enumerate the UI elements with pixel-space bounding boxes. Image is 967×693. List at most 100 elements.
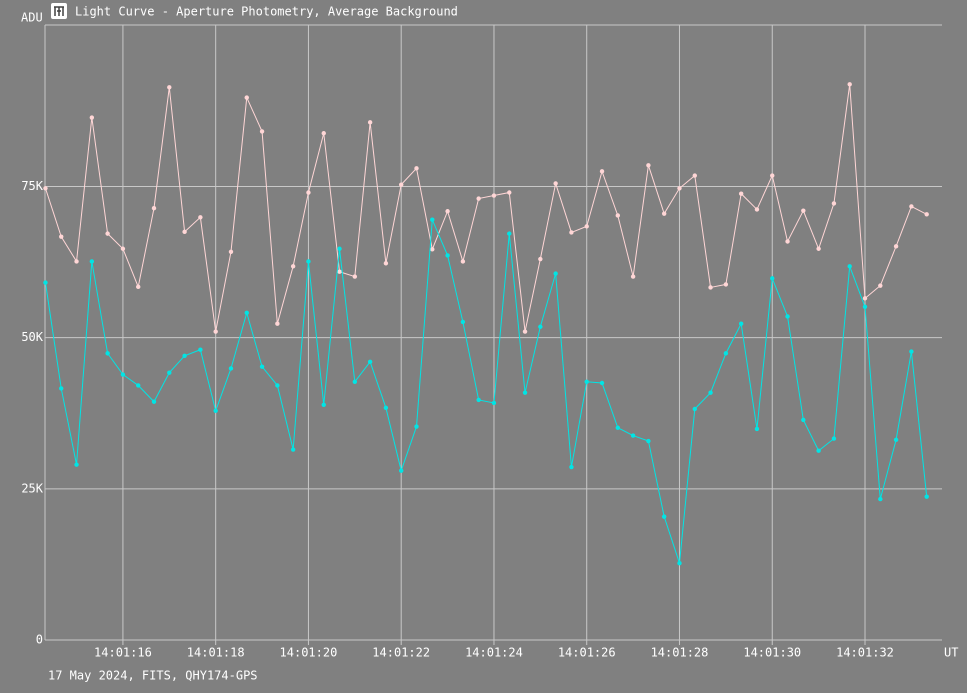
data-point xyxy=(182,353,187,358)
data-point xyxy=(538,256,543,262)
data-point xyxy=(801,208,806,213)
data-point xyxy=(723,282,729,287)
data-point xyxy=(538,324,543,329)
data-point xyxy=(507,231,512,236)
x-tick-label: 14:01:32 xyxy=(836,646,894,660)
data-point xyxy=(136,383,141,388)
data-point xyxy=(59,234,64,239)
data-point xyxy=(136,284,141,290)
data-point xyxy=(893,437,899,443)
data-point xyxy=(708,390,713,395)
data-point xyxy=(630,433,636,438)
data-point xyxy=(909,349,914,354)
data-point xyxy=(275,383,280,388)
data-point xyxy=(445,209,450,214)
data-point xyxy=(352,379,358,384)
data-point xyxy=(59,386,64,391)
data-point xyxy=(306,190,311,195)
data-point xyxy=(878,496,883,502)
data-point xyxy=(692,406,697,412)
data-point xyxy=(352,274,358,279)
data-point xyxy=(646,438,651,444)
data-point xyxy=(399,468,404,473)
data-point xyxy=(893,244,899,249)
data-point xyxy=(476,196,481,201)
x-tick-label: 14:01:24 xyxy=(465,646,523,660)
data-point xyxy=(599,169,605,174)
data-point xyxy=(754,426,760,432)
x-tick-label: 14:01:28 xyxy=(651,646,709,660)
data-point xyxy=(476,397,481,403)
data-point xyxy=(615,425,620,430)
data-point xyxy=(831,436,837,441)
data-point xyxy=(661,211,667,216)
data-point xyxy=(522,329,528,334)
data-point xyxy=(801,417,806,423)
data-point xyxy=(646,163,651,168)
series-line xyxy=(44,219,928,564)
data-point xyxy=(553,271,558,276)
data-point xyxy=(367,359,373,365)
data-point xyxy=(151,206,157,211)
series-line xyxy=(44,84,927,332)
y-tick-label: 0 xyxy=(36,633,43,647)
data-point xyxy=(228,249,234,254)
data-point xyxy=(460,319,466,325)
data-point xyxy=(120,372,126,377)
data-point xyxy=(770,276,775,281)
data-point xyxy=(677,561,682,566)
chart-title: Light Curve - Aperture Photometry, Avera… xyxy=(75,5,458,19)
data-point xyxy=(630,274,636,279)
data-point xyxy=(414,166,419,171)
data-point xyxy=(306,259,311,264)
data-point xyxy=(754,207,760,212)
data-point xyxy=(924,212,929,217)
data-point xyxy=(708,285,713,290)
x-tick-label: 14:01:26 xyxy=(558,646,616,660)
data-point xyxy=(290,264,296,269)
data-point xyxy=(383,261,389,266)
data-point xyxy=(167,370,172,375)
data-point xyxy=(167,85,172,90)
data-point xyxy=(198,347,203,352)
data-point xyxy=(198,215,203,220)
footer: 17 May 2024, FITS, QHY174-GPS xyxy=(48,669,258,683)
y-tick-label: 75K xyxy=(21,179,43,193)
y-tick-label: 25K xyxy=(21,481,43,495)
data-point xyxy=(213,329,218,334)
data-point xyxy=(414,424,419,429)
data-point xyxy=(74,259,79,264)
x-tick-label: 14:01:22 xyxy=(372,646,430,660)
data-point xyxy=(244,95,249,100)
data-point xyxy=(275,321,280,326)
data-point xyxy=(213,408,218,414)
data-point xyxy=(723,351,729,356)
data-point xyxy=(244,310,249,316)
data-point xyxy=(924,494,929,499)
data-point xyxy=(816,246,821,251)
data-point xyxy=(569,464,574,470)
data-point xyxy=(569,230,574,235)
data-point xyxy=(522,390,528,395)
data-point xyxy=(847,82,852,87)
data-point xyxy=(321,402,326,407)
data-point xyxy=(337,246,342,251)
data-point xyxy=(259,129,265,134)
data-point xyxy=(738,321,744,326)
x-tick-label: 14:01:18 xyxy=(187,646,245,660)
data-point xyxy=(105,231,110,236)
data-point xyxy=(383,405,389,410)
app-icon xyxy=(51,3,67,19)
data-point xyxy=(816,448,821,453)
x-tick-label: 14:01:20 xyxy=(280,646,338,660)
data-point xyxy=(491,193,497,198)
data-point xyxy=(290,447,296,452)
data-point xyxy=(738,191,744,196)
data-point xyxy=(321,131,326,136)
data-point xyxy=(584,224,589,229)
data-point xyxy=(862,304,868,309)
data-point xyxy=(677,186,682,191)
y-tick-label: 50K xyxy=(21,330,43,344)
